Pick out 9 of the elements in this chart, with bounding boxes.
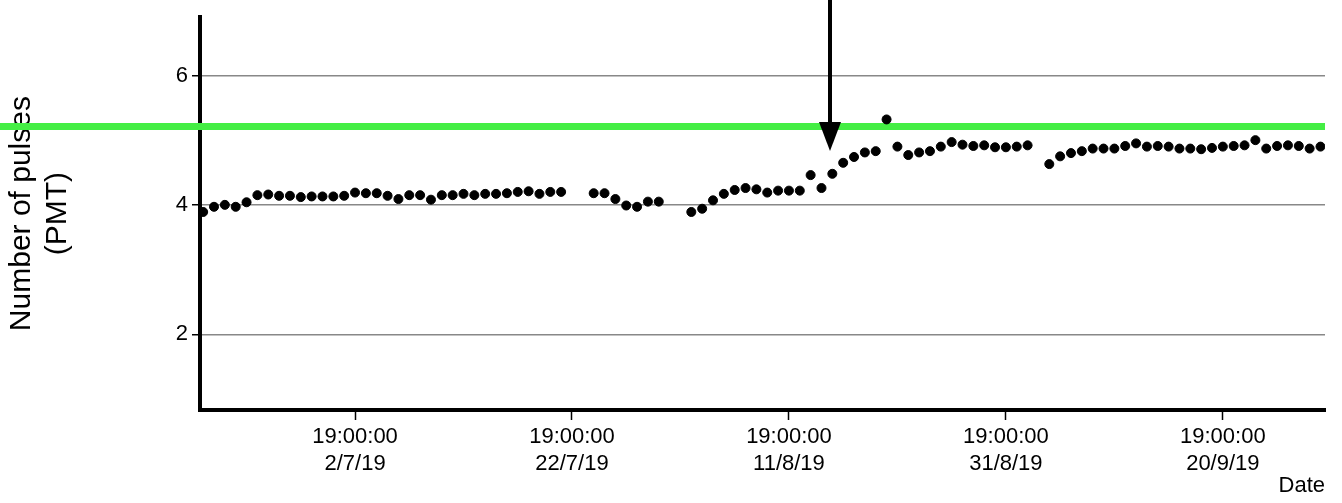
y-tick-label: 2 xyxy=(175,320,188,346)
x-axis-title: Date xyxy=(1278,471,1325,497)
x-tick-label: 19:00:00 22/7/19 xyxy=(529,423,615,475)
x-tick-label: 19:00:00 31/8/19 xyxy=(963,423,1049,475)
x-tick-label: 19:00:00 20/9/19 xyxy=(1180,423,1266,475)
x-tick-label: 19:00:00 2/7/19 xyxy=(312,423,398,475)
x-tick-label: 19:00:00 11/8/19 xyxy=(746,423,832,475)
y-tick-label: 4 xyxy=(175,190,188,216)
y-tick-label: 6 xyxy=(175,61,188,87)
